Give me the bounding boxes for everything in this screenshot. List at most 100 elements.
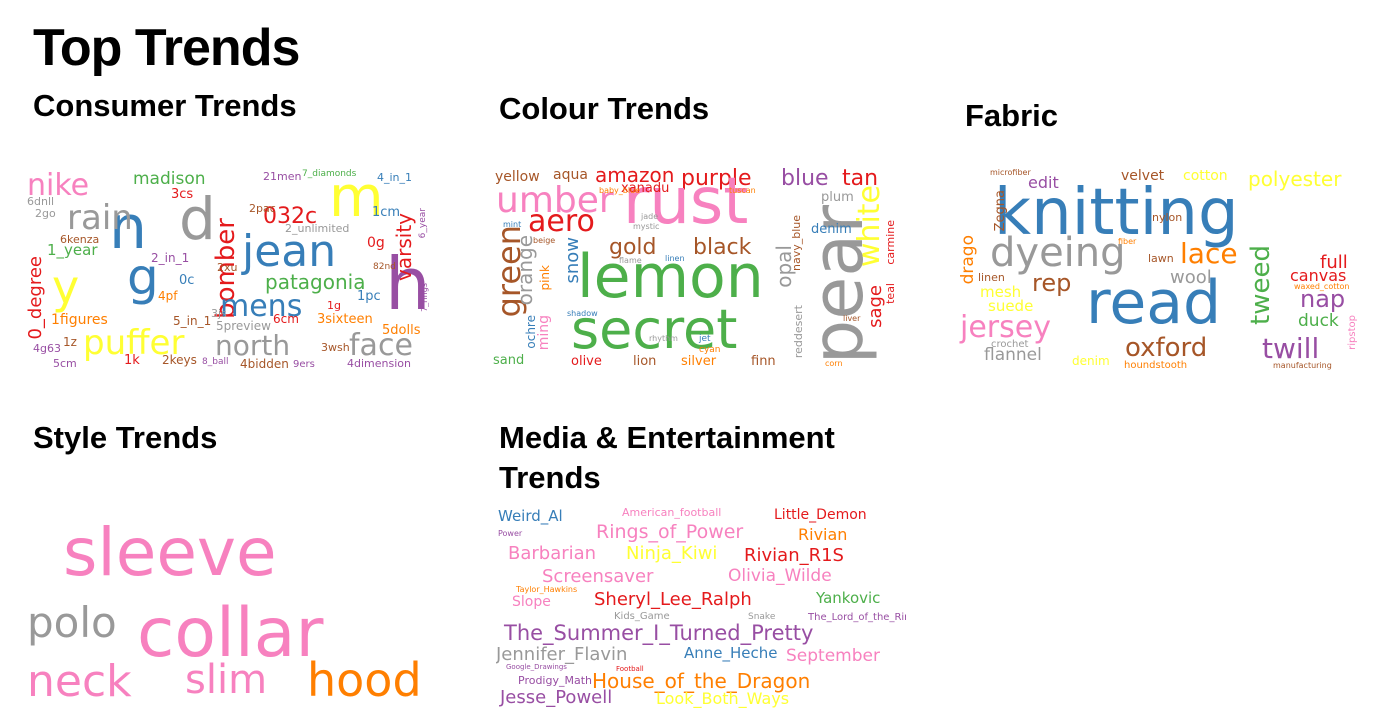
word: nike	[27, 168, 90, 203]
word: Sheryl_Lee_Ralph	[594, 589, 752, 610]
word: denim	[811, 222, 852, 237]
word: slim	[185, 657, 268, 703]
word: 9ers	[293, 359, 315, 370]
word: dyeing	[990, 230, 1126, 276]
word: collar	[137, 594, 324, 673]
word: sage	[865, 285, 886, 328]
page-title: Top Trends	[33, 19, 300, 77]
style-trends-title: Style Trends	[33, 420, 218, 455]
word: 2pac	[249, 202, 276, 215]
word: 1z	[63, 335, 77, 349]
word: flame	[619, 256, 642, 265]
word: tan	[842, 166, 879, 191]
word: xanadu	[621, 181, 670, 196]
word: secret	[571, 298, 738, 361]
word: 3js	[211, 307, 227, 320]
word: Little_Demon	[774, 507, 867, 523]
word: velvet	[1121, 168, 1165, 184]
word: The_Summer_I_Turned_Pretty	[504, 621, 814, 645]
word: varsity	[392, 213, 416, 281]
word: Football	[616, 665, 644, 673]
word: plum	[821, 190, 854, 205]
word: The_Lord_of_the_Rings	[808, 612, 906, 623]
word: American_football	[622, 506, 722, 519]
word: ming	[536, 315, 552, 351]
word: edit	[1028, 173, 1059, 192]
word: flannel	[984, 345, 1042, 365]
word: 0_degree	[27, 256, 46, 340]
word: g	[127, 248, 159, 306]
word: 5_in_1	[173, 314, 212, 328]
word: Taylor_Hawkins	[516, 585, 578, 594]
word: 1cm	[372, 205, 401, 220]
word: pink	[538, 265, 552, 291]
word: waxed_cotton	[1294, 282, 1350, 291]
word: Zegna	[993, 190, 1008, 232]
word: Weird_Al	[498, 507, 563, 525]
word: tweed	[1246, 245, 1276, 325]
fabric-title: Fabric	[965, 98, 1059, 133]
word: mint	[503, 220, 522, 229]
consumer-word-cloud: nike n d m jean h rain g y bomber 032c v…	[27, 168, 432, 371]
word: 6dnll	[27, 195, 55, 208]
word: rhythm	[649, 334, 678, 343]
word: shadow	[567, 309, 598, 318]
word: Slope	[512, 594, 551, 610]
word: 7_diamonds	[302, 169, 357, 179]
media-trends-title-line1: Media & Entertainment	[499, 420, 835, 455]
word: rain	[67, 198, 133, 238]
word: 2keys	[162, 353, 197, 367]
word: lemon	[577, 242, 764, 312]
word: yellow	[495, 169, 540, 185]
word: polo	[27, 598, 117, 647]
word: fiber	[1118, 237, 1137, 246]
word: jersey	[960, 310, 1051, 345]
word: y	[52, 260, 80, 314]
media-trends-title: Media & Entertainment Trends	[499, 418, 835, 498]
word: drago	[958, 235, 978, 285]
word: cotton	[1183, 168, 1228, 184]
word: suede	[988, 297, 1034, 315]
word: mesh	[980, 283, 1022, 301]
word: Ninja_Kiwi	[626, 543, 718, 564]
word: Rivian	[798, 525, 848, 544]
word: Snake	[748, 612, 776, 622]
word: full	[1320, 252, 1348, 273]
word: Olivia_Wilde	[728, 566, 832, 586]
word: north	[215, 329, 291, 362]
word: patagonia	[265, 270, 366, 294]
word: m	[329, 168, 384, 230]
word: Rivian_R1S	[744, 545, 844, 566]
colour-word-cloud: yellow aqua amazon purple blue tan umber…	[493, 165, 905, 373]
word: 2_in_1	[151, 251, 190, 265]
word: Kids_Game	[614, 611, 670, 622]
word: h	[385, 242, 431, 326]
word: liver	[843, 314, 861, 323]
media-trends-title-line2: Trends	[499, 460, 601, 495]
word: cyan	[699, 345, 721, 355]
word: 5preview	[216, 319, 271, 333]
word: Anne_Heche	[684, 644, 778, 662]
word: 8_ball	[202, 357, 229, 367]
word: 82nd	[373, 262, 396, 272]
word: twill	[1262, 332, 1320, 365]
word: aero	[528, 204, 595, 239]
word: canvas	[1290, 266, 1347, 285]
word: 2go	[35, 207, 56, 220]
word: teal	[884, 283, 897, 304]
word: puffer	[83, 323, 185, 363]
word: 6cm	[273, 312, 299, 326]
word: jet	[699, 334, 711, 344]
word: mystic	[633, 222, 660, 231]
word: nylon	[1152, 211, 1183, 224]
word: face	[349, 328, 413, 363]
word: 0g	[367, 235, 385, 251]
word: hood	[307, 653, 422, 707]
word: orange	[513, 235, 537, 306]
word: neck	[27, 656, 132, 707]
word: microfiber	[990, 168, 1031, 177]
word: lace	[1180, 237, 1238, 270]
word: Screensaver	[542, 566, 654, 587]
word: Power	[498, 529, 523, 538]
word: blue	[781, 166, 829, 191]
